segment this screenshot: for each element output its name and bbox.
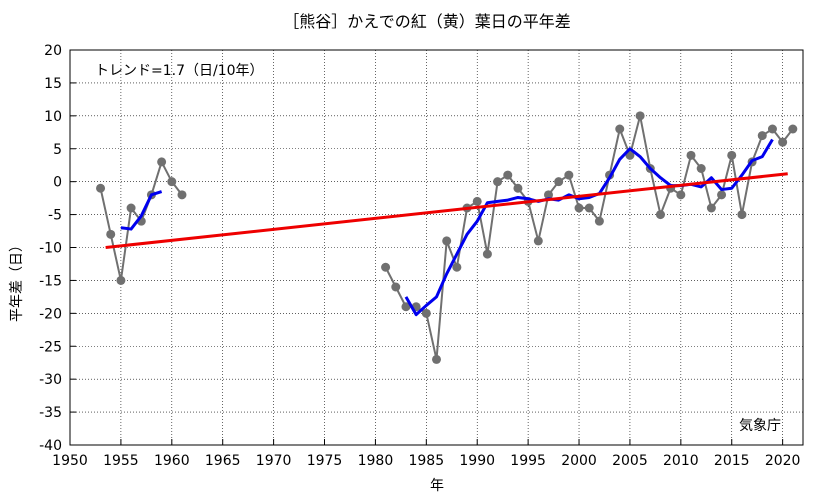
y-tick-label: -40 [39,438,62,454]
data-point [391,282,401,292]
data-point [167,177,177,187]
data-point [615,124,625,134]
y-tick-label: -35 [39,405,62,421]
x-tick-label: 2015 [714,453,750,469]
data-point [421,308,431,318]
data-point [767,124,777,134]
y-tick-label: -15 [39,273,62,289]
data-point [472,196,482,206]
data-point [757,131,767,141]
source-label: 気象庁 [739,418,781,434]
series-line [404,138,774,317]
data-point [442,236,452,246]
y-tick-label: -25 [39,339,62,355]
data-point [737,210,747,220]
data-point [503,170,513,180]
data-point [686,150,696,160]
data-point [157,157,167,167]
x-tick-label: 2000 [561,453,597,469]
x-tick-label: 1995 [510,453,546,469]
data-point [543,190,553,200]
data-point [401,302,411,312]
data-point [564,170,574,180]
x-tick-label: 1985 [408,453,444,469]
y-tick-label: 0 [53,175,62,191]
data-point [432,354,441,364]
data-point [778,137,788,147]
moving-average-series [120,138,774,317]
data-point [696,164,706,173]
data-point [727,150,737,160]
y-tick-label: -5 [48,208,62,224]
trend-line [105,172,788,249]
data-point [788,124,798,134]
trend-annotation: トレンド=1.7（日/10年） [95,63,264,79]
y-tick-label: 10 [44,109,62,125]
y-tick-label: -20 [39,306,62,322]
series-line [105,172,788,249]
data-point [676,190,686,200]
x-tick-label: 1975 [307,453,343,469]
x-tick-label: 2005 [612,453,648,469]
data-point [513,183,523,193]
y-tick-label: -10 [39,241,62,257]
data-point [717,190,727,200]
y-tick-label: 20 [44,43,62,59]
data-point [381,262,391,272]
x-tick-label: 2020 [765,453,801,469]
data-point [554,177,564,187]
data-point [126,203,136,213]
x-tick-label: 1950 [52,453,88,469]
data-point [116,275,126,285]
data-point [594,216,604,226]
y-tick-label: 15 [44,76,62,92]
ticks: 1950 1955 1960 1965 1970 1975 1980 1985 1990 1995… [39,43,800,469]
data-point [533,236,543,246]
x-tick-label: 1955 [103,453,139,469]
x-tick-label: 1960 [154,453,190,469]
x-tick-label: 1970 [256,453,292,469]
data-point [574,203,584,213]
series-line [120,190,163,231]
data-point [706,203,716,213]
x-tick-label: 1965 [205,453,241,469]
x-tick-label: 1990 [459,453,495,469]
data-point [655,210,665,220]
y-axis-title: 平年差（日） [9,238,25,322]
data-point [584,203,594,213]
x-tick-label: 1980 [358,453,394,469]
data-point [177,190,187,200]
y-tick-label: 5 [53,142,62,158]
data-point [96,183,106,193]
data-point [452,262,462,272]
data-point [482,249,492,259]
y-tick-label: -30 [39,372,62,388]
chart-title: ［熊谷］かえでの紅（黄）葉日の平年差 [283,12,571,31]
x-axis-title: 年 [430,478,444,494]
x-tick-label: 2010 [663,453,699,469]
data-point [106,229,116,239]
data-point [493,177,503,187]
data-point [635,111,645,121]
series-layer [96,111,798,364]
